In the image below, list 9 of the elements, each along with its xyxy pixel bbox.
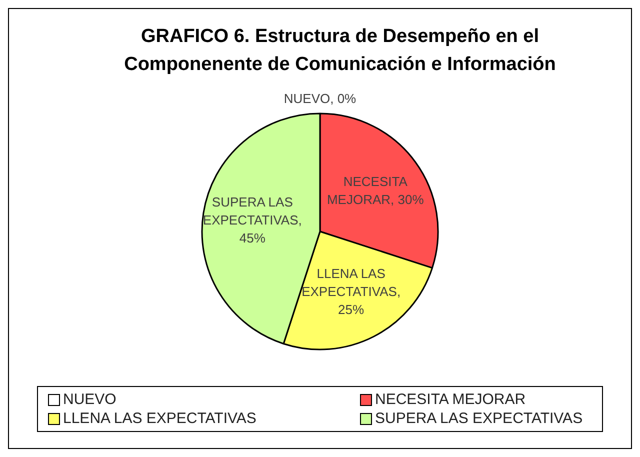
legend-label: NECESITA MEJORAR <box>375 391 526 408</box>
text: NUEVO, 0% <box>284 91 356 106</box>
legend-label: LLENA LAS EXPECTATIVAS <box>63 410 256 427</box>
chart-title: GRAFICO 6. Estructura de Desempeño en el Componenente de Comunicación e Información <box>123 25 557 77</box>
data-label: LLENA LAS EXPECTATIVAS, 25% <box>302 266 401 318</box>
legend-label: NUEVO <box>63 391 116 408</box>
legend-label: SUPERA LAS EXPECTATIVAS <box>375 410 583 427</box>
data-label: NECESITA MEJORAR, 30% <box>326 174 424 207</box>
data-label: SUPERA LAS EXPECTATIVAS, 45% <box>202 194 302 246</box>
